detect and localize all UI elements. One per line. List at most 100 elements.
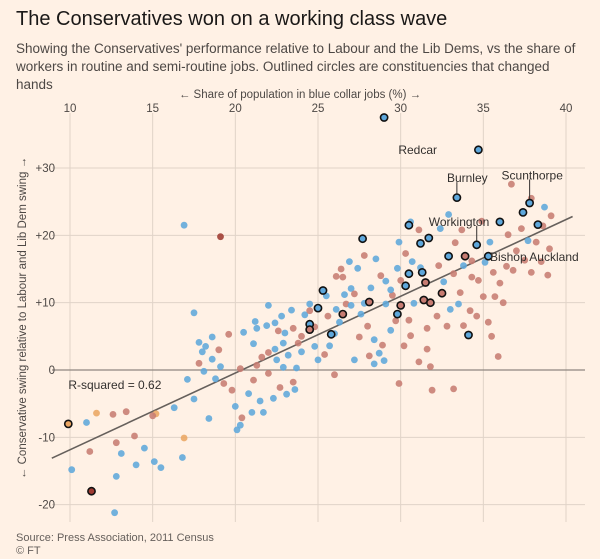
constituency-point-changed-hands — [473, 145, 483, 155]
constituency-point-changed-hands — [392, 309, 402, 319]
constituency-point-changed-hands — [404, 220, 414, 230]
y-tick-label: +10 — [35, 298, 55, 310]
constituency-point — [294, 339, 302, 347]
source-note: Source: Press Association, 2011 Census — [16, 532, 214, 544]
constituency-point — [473, 312, 481, 320]
annotation-label: Workington — [429, 215, 489, 229]
constituency-point — [270, 394, 277, 402]
constituency-point — [518, 225, 525, 233]
x-tick-label: 35 — [477, 103, 490, 115]
constituency-point — [466, 307, 474, 315]
constituency-point — [489, 269, 497, 276]
constituency-point — [83, 419, 90, 426]
constituency-point — [111, 509, 118, 517]
constituency-point — [326, 342, 333, 350]
y-tick-label: -20 — [38, 500, 55, 512]
constituency-point — [314, 356, 322, 364]
constituency-point — [245, 390, 253, 397]
constituency-point — [496, 279, 504, 287]
constituency-point — [150, 458, 158, 465]
constituency-point — [179, 454, 186, 461]
constituency-point-changed-hands — [472, 240, 482, 250]
y-tick-label: -10 — [38, 432, 55, 444]
constituency-point — [200, 367, 208, 375]
constituency-point — [481, 258, 489, 266]
constituency-point — [499, 299, 507, 307]
data-points — [63, 113, 555, 517]
constituency-point — [450, 270, 457, 278]
constituency-point — [427, 363, 434, 370]
constituency-point-changed-hands — [401, 281, 410, 291]
constituency-point — [157, 464, 165, 471]
constituency-point — [208, 355, 216, 363]
x-tick-label: 20 — [229, 103, 242, 115]
constituency-point — [408, 258, 416, 265]
constituency-point — [508, 180, 515, 188]
constituency-point — [131, 432, 138, 440]
constituency-point-changed-hands — [379, 113, 389, 122]
constituency-point — [460, 322, 467, 329]
constituency-point — [375, 349, 383, 357]
constituency-point — [405, 316, 413, 324]
constituency-point — [532, 238, 540, 246]
y-tick-label: +20 — [35, 230, 55, 242]
constituency-point — [180, 434, 188, 442]
y-tick-label: 0 — [49, 365, 55, 377]
constituency-point — [112, 439, 120, 447]
constituency-point — [360, 252, 368, 259]
constituency-point — [382, 277, 390, 285]
annotation-label: Redcar — [398, 143, 437, 157]
constituency-point-changed-hands — [326, 329, 336, 339]
constituency-point — [354, 264, 362, 272]
constituency-point — [370, 360, 378, 368]
constituency-point — [311, 343, 319, 350]
x-tick-label: 30 — [394, 103, 407, 115]
constituency-point — [258, 353, 266, 361]
constituency-point — [284, 351, 292, 359]
constituency-point — [392, 317, 400, 325]
constituency-point — [331, 371, 338, 379]
constituency-point — [265, 302, 272, 309]
constituency-point — [400, 342, 408, 350]
constituency-point — [546, 245, 553, 253]
constituency-point — [240, 328, 248, 336]
y-axis-ticks: -20 -10 0 +10 +20 +30 — [35, 163, 55, 512]
y-axis-label: ← Conservative swing relative to Labour … — [17, 157, 29, 479]
constituency-point — [524, 237, 532, 245]
constituency-point — [332, 306, 340, 313]
constituency-point-changed-hands — [404, 269, 414, 279]
constituency-point — [190, 309, 198, 317]
constituency-point — [231, 403, 239, 410]
constituency-point-changed-hands — [396, 300, 406, 310]
constituency-point — [298, 348, 305, 356]
constituency-point — [265, 349, 272, 356]
constituency-point — [468, 257, 476, 265]
constituency-point — [435, 262, 443, 269]
constituency-point — [293, 364, 300, 372]
gridlines — [52, 113, 585, 522]
constituency-point-changed-hands — [464, 330, 473, 340]
constituency-point-changed-hands — [417, 267, 427, 277]
constituency-point — [225, 330, 233, 338]
constituency-point — [298, 332, 305, 340]
constituency-point — [504, 231, 512, 239]
constituency-point — [527, 269, 535, 276]
constituency-point — [347, 285, 355, 292]
constituency-point-changed-hands — [364, 297, 374, 307]
constituency-point — [486, 238, 494, 246]
constituency-point — [456, 289, 464, 296]
constituency-point — [291, 386, 299, 393]
constituency-point — [450, 385, 457, 393]
constituency-point — [208, 333, 216, 341]
constituency-point-changed-hands — [87, 486, 96, 496]
constituency-point — [289, 324, 297, 332]
constituency-point — [217, 233, 224, 241]
constituency-point — [382, 300, 390, 308]
constituency-point — [256, 397, 264, 405]
constituency-point — [365, 352, 373, 360]
constituency-point — [357, 310, 365, 318]
constituency-point — [367, 284, 375, 292]
constituency-point — [68, 466, 76, 474]
constituency-point-changed-hands — [452, 193, 462, 202]
